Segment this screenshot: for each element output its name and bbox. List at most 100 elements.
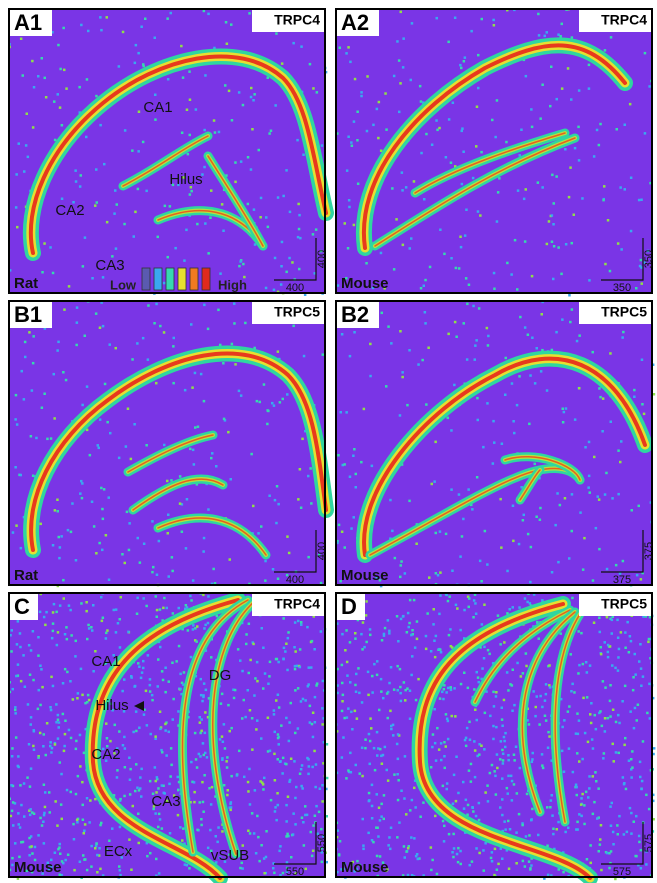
speckle: [421, 101, 425, 104]
speckle: [32, 748, 36, 751]
speckle: [444, 532, 448, 536]
speckle: [408, 598, 412, 602]
speckle: [62, 26, 65, 30]
speckle: [541, 764, 544, 767]
speckle: [454, 603, 458, 607]
speckle: [274, 806, 277, 809]
speckle: [590, 738, 594, 741]
speckle: [623, 743, 626, 747]
speckle: [390, 342, 393, 345]
speckle: [194, 674, 198, 678]
speckle: [101, 507, 104, 511]
speckle: [605, 615, 609, 619]
speckle: [229, 802, 232, 806]
speckle: [307, 666, 310, 669]
speckle: [633, 652, 636, 656]
speckle: [180, 692, 183, 696]
speckle: [447, 40, 450, 44]
speckle: [430, 143, 434, 146]
speckle: [264, 559, 267, 563]
speckle: [238, 749, 241, 753]
speckle: [379, 251, 383, 255]
speckle: [22, 654, 25, 657]
speckle: [596, 495, 599, 498]
scale-x-label: 350: [613, 282, 631, 294]
speckle: [53, 138, 57, 142]
speckle: [281, 772, 284, 775]
speckle: [131, 358, 134, 361]
speckle: [614, 877, 617, 881]
speckle: [642, 412, 646, 416]
speckle: [11, 747, 14, 750]
scale-bar: [601, 238, 644, 281]
speckle: [622, 330, 625, 334]
speckle: [44, 791, 47, 794]
speckle: [599, 646, 602, 649]
speckle: [100, 821, 103, 825]
legend-swatch: [153, 267, 163, 291]
region-label: CA2: [91, 746, 120, 763]
speckle: [201, 173, 204, 176]
speckle: [168, 832, 172, 835]
speckle: [145, 604, 148, 608]
speckle: [31, 474, 35, 477]
speckle: [557, 246, 560, 249]
speckle: [405, 850, 408, 853]
speckle: [142, 597, 145, 600]
speckle: [645, 863, 648, 866]
speckle: [300, 45, 303, 48]
speckle: [240, 621, 244, 625]
speckle: [201, 780, 204, 784]
speckle: [564, 407, 568, 410]
speckle: [123, 129, 127, 132]
speckle: [298, 468, 302, 471]
speckle: [385, 385, 388, 388]
legend-swatch: [141, 267, 151, 291]
speckle: [631, 688, 635, 692]
speckle: [617, 449, 620, 452]
speckle: [98, 847, 101, 850]
speckle: [429, 650, 433, 653]
speckle: [568, 294, 571, 297]
speckle: [43, 805, 47, 809]
speckle: [189, 594, 192, 598]
speckle: [247, 829, 250, 832]
speckle: [578, 760, 581, 763]
speckle: [66, 670, 69, 674]
speckle: [387, 325, 390, 328]
speckle: [84, 727, 87, 731]
speckle: [632, 820, 635, 823]
speckle: [424, 322, 427, 325]
speckle: [503, 820, 506, 823]
speckle: [576, 732, 580, 736]
speckle: [148, 779, 152, 783]
speckle: [172, 345, 175, 348]
speckle: [375, 826, 378, 829]
speckle: [148, 683, 152, 687]
speckle: [350, 710, 353, 714]
speckle: [17, 765, 20, 769]
speckle: [314, 821, 317, 824]
speckle: [562, 410, 566, 414]
speckle: [55, 703, 58, 706]
speckle: [146, 358, 150, 361]
speckle: [375, 576, 378, 580]
speckle: [640, 198, 643, 201]
speckle: [515, 792, 519, 795]
speckle: [562, 870, 565, 874]
speckle: [160, 827, 164, 830]
speckle: [399, 10, 402, 14]
speckle: [40, 57, 43, 60]
panel-border: [8, 8, 326, 294]
speckle: [30, 389, 34, 392]
speckle: [321, 679, 325, 683]
gene-label: TRPC4: [601, 12, 647, 28]
speckle: [315, 804, 318, 808]
speckle: [252, 642, 255, 646]
speckle: [637, 504, 640, 508]
speckle: [577, 89, 581, 92]
speckle: [584, 790, 588, 794]
speckle: [399, 82, 402, 85]
speckle: [645, 793, 648, 797]
